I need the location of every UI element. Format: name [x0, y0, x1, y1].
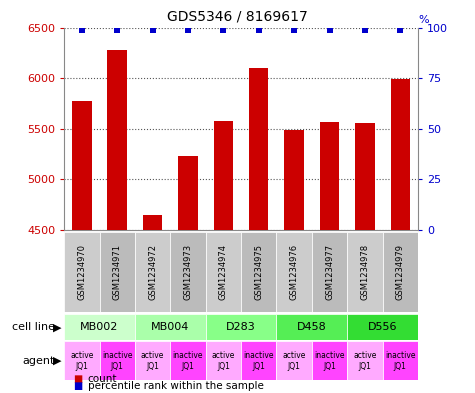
- Bar: [241, 232, 276, 312]
- Text: GSM1234975: GSM1234975: [254, 244, 263, 300]
- Bar: [178, 156, 198, 230]
- Text: active
JQ1: active JQ1: [283, 351, 306, 371]
- Text: GSM1234979: GSM1234979: [396, 244, 405, 300]
- Bar: [241, 341, 276, 380]
- Bar: [214, 121, 233, 230]
- Bar: [72, 101, 92, 230]
- Bar: [320, 121, 339, 230]
- Bar: [171, 341, 206, 380]
- Point: [184, 26, 192, 33]
- Point: [326, 26, 333, 33]
- Bar: [285, 130, 304, 230]
- Bar: [135, 232, 171, 312]
- Text: count: count: [88, 375, 117, 384]
- Bar: [100, 232, 135, 312]
- Text: percentile rank within the sample: percentile rank within the sample: [88, 381, 264, 391]
- Bar: [276, 341, 312, 380]
- Point: [290, 26, 298, 33]
- Text: D283: D283: [226, 322, 256, 332]
- Bar: [135, 314, 206, 340]
- Text: GSM1234970: GSM1234970: [77, 244, 86, 300]
- Bar: [383, 341, 418, 380]
- Bar: [347, 232, 383, 312]
- Text: GSM1234971: GSM1234971: [113, 244, 122, 300]
- Text: D458: D458: [297, 322, 327, 332]
- Text: GSM1234973: GSM1234973: [183, 244, 192, 300]
- Text: MB002: MB002: [80, 322, 119, 332]
- Point: [114, 26, 121, 33]
- Text: active
JQ1: active JQ1: [212, 351, 235, 371]
- Point: [361, 26, 369, 33]
- Bar: [355, 123, 375, 230]
- Point: [78, 26, 86, 33]
- Bar: [249, 68, 268, 230]
- Bar: [100, 341, 135, 380]
- Text: GSM1234977: GSM1234977: [325, 244, 334, 300]
- Text: active
JQ1: active JQ1: [141, 351, 164, 371]
- Text: agent: agent: [22, 356, 55, 366]
- Text: MB004: MB004: [151, 322, 190, 332]
- Bar: [107, 50, 127, 230]
- Text: D556: D556: [368, 322, 398, 332]
- Bar: [64, 232, 100, 312]
- Bar: [383, 232, 418, 312]
- Bar: [135, 341, 171, 380]
- Text: inactive
JQ1: inactive JQ1: [244, 351, 274, 371]
- Point: [397, 26, 404, 33]
- Text: ▶: ▶: [53, 322, 62, 332]
- Text: inactive
JQ1: inactive JQ1: [102, 351, 133, 371]
- Text: inactive
JQ1: inactive JQ1: [385, 351, 416, 371]
- Text: ■: ■: [74, 375, 83, 384]
- Text: %: %: [418, 15, 428, 26]
- Bar: [171, 232, 206, 312]
- Text: GDS5346 / 8169617: GDS5346 / 8169617: [167, 10, 308, 24]
- Bar: [312, 341, 347, 380]
- Bar: [347, 314, 418, 340]
- Text: inactive
JQ1: inactive JQ1: [314, 351, 345, 371]
- Point: [255, 26, 263, 33]
- Bar: [276, 232, 312, 312]
- Text: inactive
JQ1: inactive JQ1: [173, 351, 203, 371]
- Text: active
JQ1: active JQ1: [70, 351, 94, 371]
- Text: active
JQ1: active JQ1: [353, 351, 377, 371]
- Text: cell line: cell line: [11, 322, 55, 332]
- Bar: [64, 314, 135, 340]
- Bar: [276, 314, 347, 340]
- Text: ■: ■: [74, 381, 83, 391]
- Bar: [206, 314, 276, 340]
- Bar: [206, 341, 241, 380]
- Bar: [143, 215, 162, 230]
- Point: [219, 26, 227, 33]
- Bar: [206, 232, 241, 312]
- Bar: [312, 232, 347, 312]
- Text: GSM1234976: GSM1234976: [290, 244, 299, 300]
- Bar: [347, 341, 383, 380]
- Bar: [64, 341, 100, 380]
- Text: GSM1234972: GSM1234972: [148, 244, 157, 300]
- Point: [149, 26, 156, 33]
- Text: GSM1234974: GSM1234974: [219, 244, 228, 300]
- Text: ▶: ▶: [53, 356, 62, 366]
- Text: GSM1234978: GSM1234978: [361, 244, 370, 300]
- Bar: [390, 79, 410, 230]
